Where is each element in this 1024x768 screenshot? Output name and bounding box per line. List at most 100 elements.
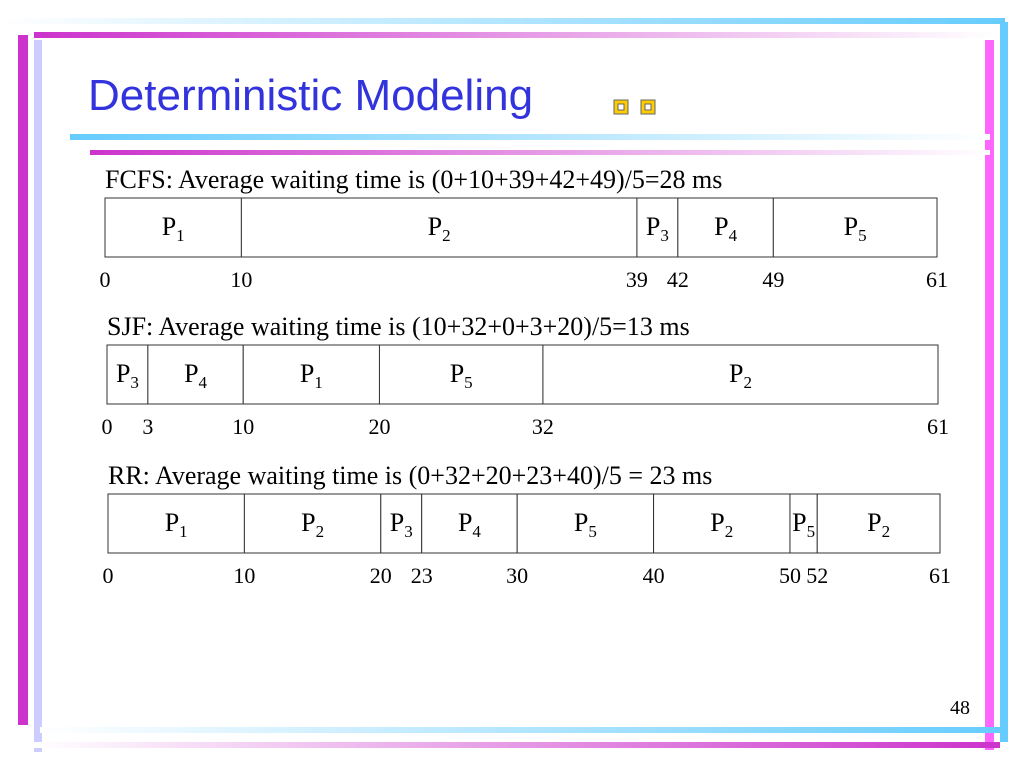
time-label: 61 (929, 563, 951, 588)
deco-bar (18, 35, 28, 725)
gantt-block (107, 493, 245, 554)
icon (617, 103, 625, 111)
time-label: 61 (927, 414, 949, 439)
time-label: 3 (142, 414, 153, 439)
gantt-block (243, 493, 382, 554)
process-index: 4 (729, 226, 738, 245)
block-label: P1 (300, 359, 323, 392)
page-number: 48 (950, 697, 970, 719)
deco-bar (40, 727, 1000, 733)
process-name: P (458, 508, 472, 537)
time-label: 20 (370, 563, 392, 588)
process-name: P (390, 508, 404, 537)
block-label: P3 (116, 359, 139, 392)
block-label: P5 (844, 212, 867, 245)
process-index: 3 (404, 522, 413, 541)
time-label: 0 (102, 414, 113, 439)
gantt-block (106, 344, 149, 405)
deco-bar (1000, 22, 1008, 742)
content: FCFS: Average waiting time is (0+10+39+4… (100, 165, 952, 588)
deco-bar (985, 40, 994, 750)
time-label: 10 (230, 267, 252, 292)
time-label: 10 (233, 563, 255, 588)
time-label: 61 (926, 267, 948, 292)
process-name: P (729, 359, 743, 388)
process-name: P (300, 359, 314, 388)
time-label: 39 (626, 267, 648, 292)
deco-bar (0, 18, 1005, 24)
process-index: 1 (314, 373, 323, 392)
section-heading: RR: Average waiting time is (0+32+20+23+… (108, 461, 712, 490)
process-index: 5 (807, 522, 816, 541)
process-name: P (301, 508, 315, 537)
process-name: P (714, 212, 728, 241)
deco-bar (34, 32, 994, 38)
gantt-block (772, 197, 938, 258)
process-index: 3 (130, 373, 139, 392)
process-index: 2 (725, 522, 734, 541)
deco-bar (34, 742, 1000, 748)
time-label: 32 (532, 414, 554, 439)
process-name: P (867, 508, 881, 537)
process-index: 4 (472, 522, 481, 541)
block-label: P2 (301, 508, 324, 541)
process-index: 5 (858, 226, 867, 245)
deco-bar (90, 150, 990, 155)
process-index: 2 (882, 522, 891, 541)
block-label: P2 (710, 508, 733, 541)
gantt-block (380, 493, 423, 554)
process-index: 5 (464, 373, 473, 392)
block-label: P3 (390, 508, 413, 541)
block-label: P2 (729, 359, 752, 392)
process-name: P (162, 212, 176, 241)
process-name: P (574, 508, 588, 537)
process-name: P (428, 212, 442, 241)
section-heading: FCFS: Average waiting time is (0+10+39+4… (105, 165, 722, 194)
gantt-block (516, 493, 655, 554)
gantt-block (816, 493, 941, 554)
block-label: P4 (458, 508, 481, 541)
block-label: P3 (646, 212, 669, 245)
block-label: P2 (428, 212, 451, 245)
process-name: P (165, 508, 179, 537)
block-label: P1 (165, 508, 188, 541)
process-index: 3 (660, 226, 669, 245)
block-label: P4 (184, 359, 207, 392)
time-label: 52 (806, 563, 828, 588)
process-name: P (844, 212, 858, 241)
time-label: 20 (368, 414, 390, 439)
gantt-block (147, 344, 244, 405)
process-name: P (116, 359, 130, 388)
process-index: 1 (179, 522, 188, 541)
time-label: 49 (762, 267, 784, 292)
process-index: 2 (442, 226, 451, 245)
time-label: 0 (103, 563, 114, 588)
block-label: P1 (162, 212, 185, 245)
icon (644, 103, 652, 111)
gantt-block (542, 344, 939, 405)
deco-bar (70, 134, 990, 140)
gantt-block (677, 197, 774, 258)
process-index: 2 (316, 522, 325, 541)
process-name: P (792, 508, 806, 537)
section-heading: SJF: Average waiting time is (10+32+0+3+… (107, 312, 690, 341)
block-label: P2 (867, 508, 890, 541)
process-name: P (646, 212, 660, 241)
time-label: 40 (643, 563, 665, 588)
gantt-block (104, 197, 242, 258)
time-label: 0 (100, 267, 111, 292)
time-label: 30 (506, 563, 528, 588)
gantt-block (242, 344, 380, 405)
process-name: P (450, 359, 464, 388)
block-label: P4 (714, 212, 737, 245)
block-label: P5 (450, 359, 473, 392)
process-index: 1 (176, 226, 185, 245)
gantt-block (636, 197, 679, 258)
time-label: 23 (411, 563, 433, 588)
gantt-block (240, 197, 638, 258)
time-label: 10 (232, 414, 254, 439)
process-index: 4 (199, 373, 208, 392)
time-label: 50 (779, 563, 801, 588)
deco-bar (34, 40, 42, 752)
